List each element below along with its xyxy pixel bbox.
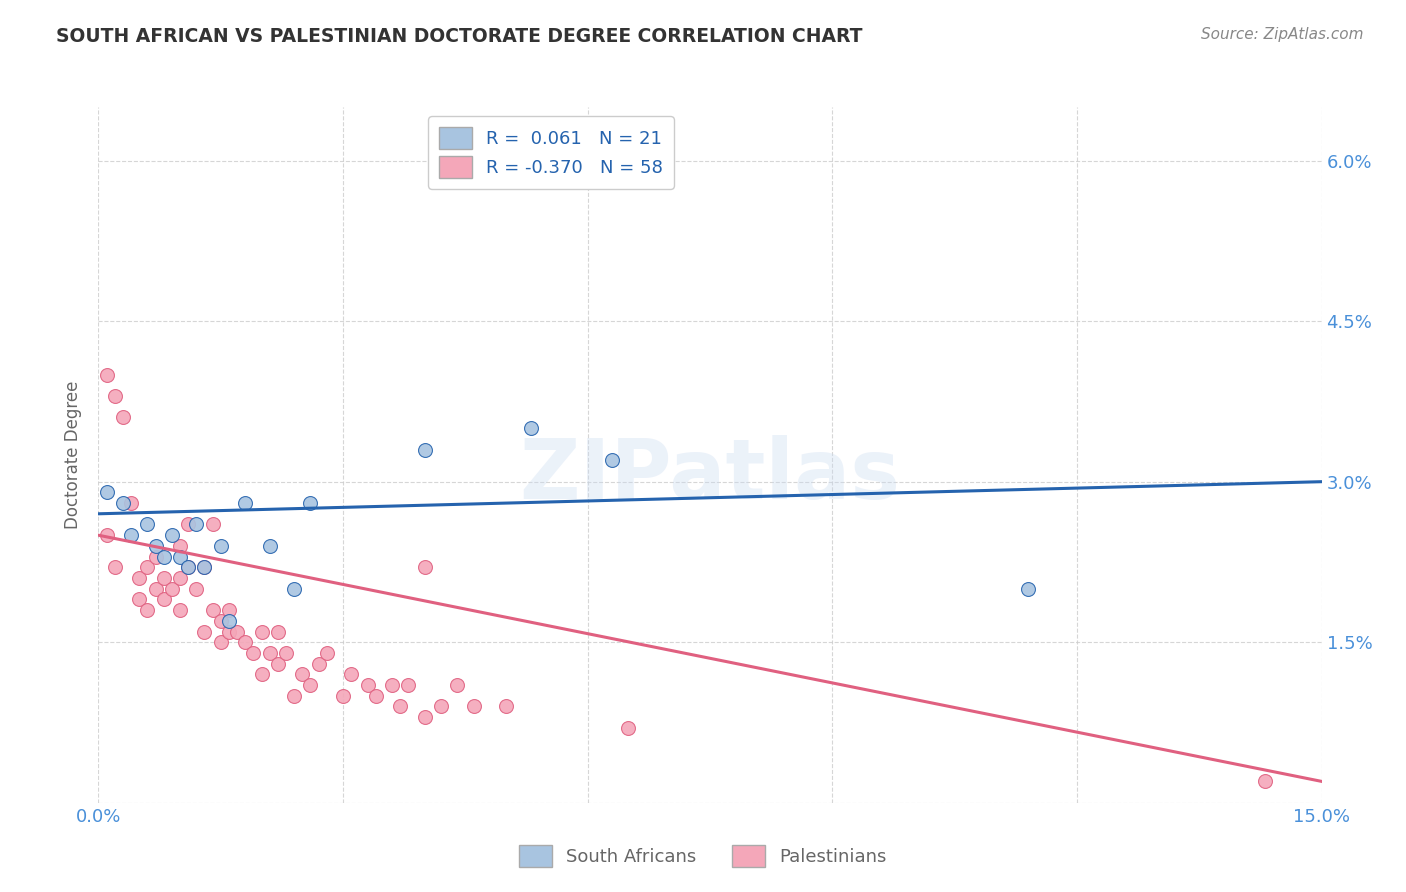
Point xyxy=(413,560,436,574)
Point xyxy=(389,699,412,714)
Point xyxy=(136,603,159,617)
Point xyxy=(250,667,273,681)
Point xyxy=(136,560,159,574)
Point xyxy=(209,539,232,553)
Point xyxy=(186,517,208,532)
Point xyxy=(169,603,191,617)
Point xyxy=(152,571,174,585)
Point xyxy=(267,624,290,639)
Point xyxy=(332,689,354,703)
Text: SOUTH AFRICAN VS PALESTINIAN DOCTORATE DEGREE CORRELATION CHART: SOUTH AFRICAN VS PALESTINIAN DOCTORATE D… xyxy=(56,27,863,45)
Point xyxy=(169,571,191,585)
Point xyxy=(356,678,378,692)
Point xyxy=(209,614,232,628)
Point xyxy=(145,539,167,553)
Point xyxy=(242,646,264,660)
Point xyxy=(1017,582,1039,596)
Point xyxy=(1253,774,1275,789)
Point xyxy=(233,635,256,649)
Point xyxy=(617,721,640,735)
Point xyxy=(463,699,485,714)
Point xyxy=(104,389,127,403)
Point xyxy=(259,646,281,660)
Point xyxy=(291,667,314,681)
Point xyxy=(186,582,208,596)
Point xyxy=(430,699,453,714)
Point xyxy=(381,678,404,692)
Point xyxy=(233,496,256,510)
Point xyxy=(226,624,249,639)
Point xyxy=(446,678,468,692)
Point xyxy=(152,592,174,607)
Point xyxy=(193,624,215,639)
Point xyxy=(201,517,224,532)
Point xyxy=(283,689,305,703)
Point xyxy=(145,549,167,564)
Point xyxy=(209,635,232,649)
Point xyxy=(519,421,541,435)
Point xyxy=(193,560,215,574)
Point xyxy=(193,560,215,574)
Point xyxy=(299,678,322,692)
Legend: South Africans, Palestinians: South Africans, Palestinians xyxy=(512,838,894,874)
Point xyxy=(274,646,297,660)
Point xyxy=(104,560,127,574)
Point xyxy=(218,603,240,617)
Point xyxy=(364,689,387,703)
Point xyxy=(152,549,174,564)
Point xyxy=(177,560,200,574)
Point xyxy=(267,657,290,671)
Point xyxy=(120,528,142,542)
Point xyxy=(160,582,183,596)
Point xyxy=(218,614,240,628)
Point xyxy=(96,528,118,542)
Point xyxy=(340,667,363,681)
Point xyxy=(201,603,224,617)
Point xyxy=(128,571,150,585)
Point xyxy=(250,624,273,639)
Text: Source: ZipAtlas.com: Source: ZipAtlas.com xyxy=(1201,27,1364,42)
Point xyxy=(177,560,200,574)
Point xyxy=(315,646,337,660)
Point xyxy=(413,710,436,724)
Point xyxy=(259,539,281,553)
Legend: R =  0.061   N = 21, R = -0.370   N = 58: R = 0.061 N = 21, R = -0.370 N = 58 xyxy=(429,116,673,189)
Point xyxy=(413,442,436,457)
Point xyxy=(136,517,159,532)
Point xyxy=(299,496,322,510)
Point xyxy=(145,582,167,596)
Point xyxy=(169,549,191,564)
Point xyxy=(96,485,118,500)
Point xyxy=(283,582,305,596)
Point xyxy=(111,496,134,510)
Point xyxy=(600,453,623,467)
Point xyxy=(96,368,118,382)
Point xyxy=(169,539,191,553)
Point xyxy=(218,624,240,639)
Point xyxy=(160,528,183,542)
Y-axis label: Doctorate Degree: Doctorate Degree xyxy=(63,381,82,529)
Point xyxy=(495,699,517,714)
Point xyxy=(308,657,330,671)
Point xyxy=(111,410,134,425)
Point xyxy=(128,592,150,607)
Text: ZIPatlas: ZIPatlas xyxy=(520,435,900,516)
Point xyxy=(120,496,142,510)
Point xyxy=(396,678,419,692)
Point xyxy=(177,517,200,532)
